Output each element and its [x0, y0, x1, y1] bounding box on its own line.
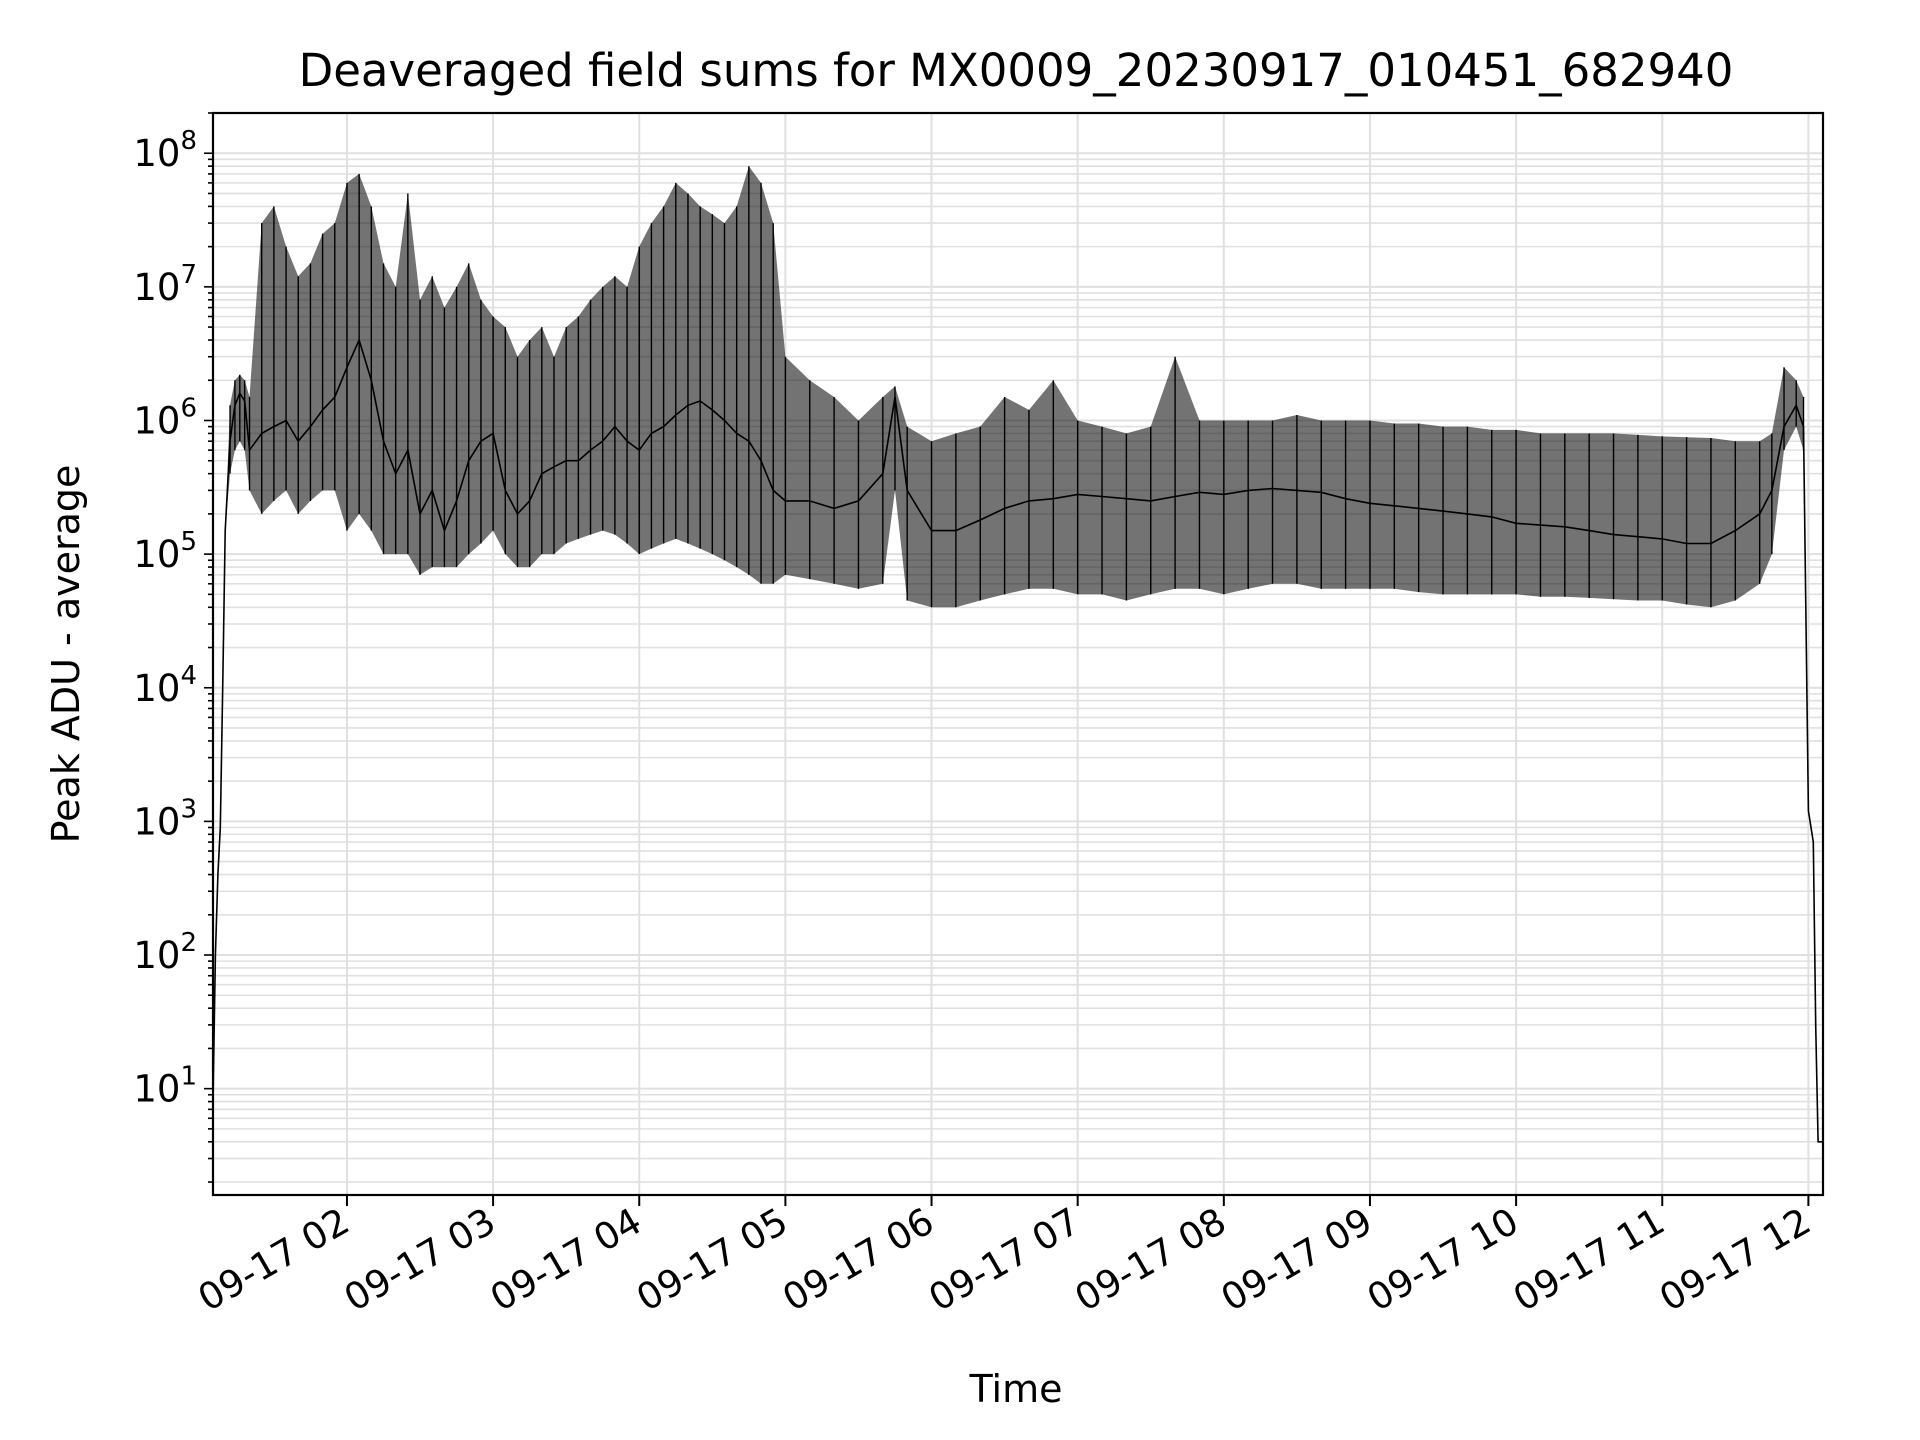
y-axis-label: Peak ADU - average: [44, 465, 88, 844]
y-tick-label: 107: [133, 260, 197, 309]
x-axis-label: Time: [969, 1367, 1063, 1411]
y-tick-label: 101: [133, 1062, 197, 1111]
chart-title: Deaveraged field sums for MX0009_2023091…: [299, 44, 1734, 97]
y-tick-label: 105: [133, 527, 197, 576]
y-tick-label: 104: [133, 661, 197, 710]
y-tick-label: 108: [133, 126, 197, 175]
plot-area: [212, 166, 1823, 1143]
y-tick-label: 103: [133, 794, 197, 843]
plot-frame: [211, 111, 1825, 1197]
series-line: [212, 337, 1823, 1143]
y-tick-label: 102: [133, 928, 197, 977]
y-tick-label: 106: [133, 393, 197, 442]
